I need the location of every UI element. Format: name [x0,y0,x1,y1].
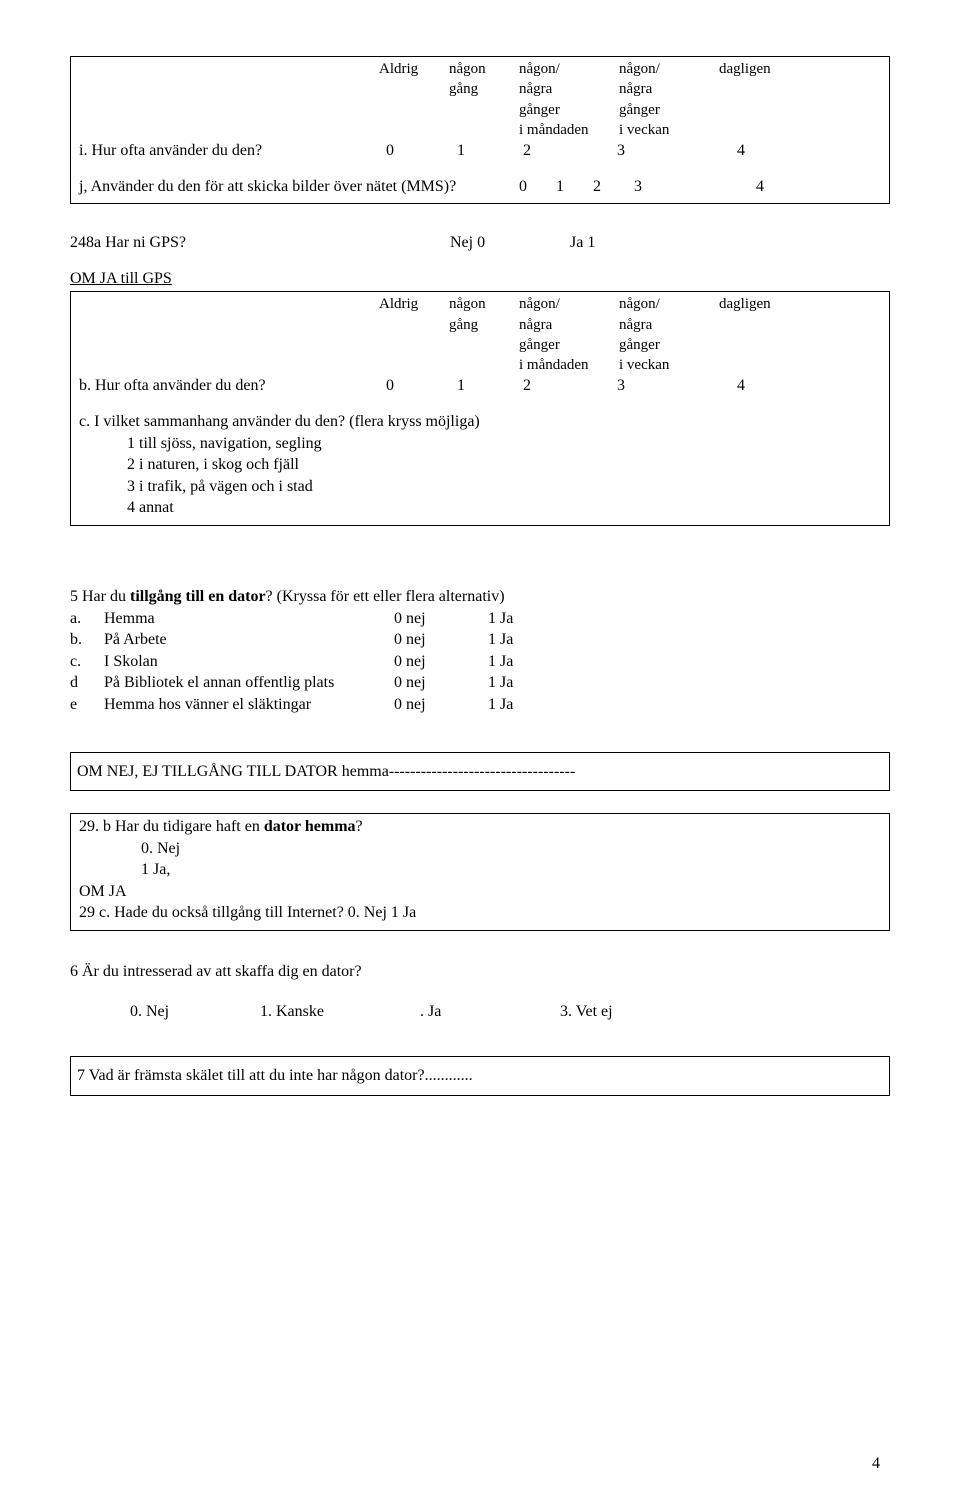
q5-nej[interactable]: 0 nej [394,629,488,651]
q6-text: 6 Är du intresserad av att skaffa dig en… [70,961,890,983]
q248a-text: 248a Har ni GPS? [70,232,450,254]
row-q-i: i. Hur ofta använder du den? 0 1 2 3 4 [79,140,881,162]
q5-label: På Arbete [104,629,394,651]
q6-o1[interactable]: 1. Kanske [260,1001,420,1023]
q5-row: c.I Skolan0 nej1 Ja [70,651,890,673]
q-b-4[interactable]: 4 [737,375,797,397]
q5-row: a.Hemma0 nej1 Ja [70,608,890,630]
om-nej-text: OM NEJ, EJ TILLGÅNG TILL DATOR hemma----… [77,763,575,780]
q5-nej[interactable]: 0 nej [394,694,488,716]
q5-ja[interactable]: 1 Ja [488,629,558,651]
scale-header-2: Aldrig någongång någon/någragångeri månd… [79,294,881,375]
q5-key: a. [70,608,104,630]
q29b-opt1[interactable]: 1 Ja, [79,859,881,881]
q5-row: b.På Arbete0 nej1 Ja [70,629,890,651]
q-c-opt2[interactable]: 2 i naturen, i skog och fjäll [79,454,881,476]
q5: 5 Har du tillgång till en dator? (Kryssa… [70,586,890,716]
q29b-opt0[interactable]: 0. Nej [79,838,881,860]
q-j-1[interactable]: 1 [556,176,593,198]
q248a-nej[interactable]: Nej 0 [450,232,570,254]
q5-ja[interactable]: 1 Ja [488,651,558,673]
q-b-text: b. Hur ofta använder du den? [79,375,386,397]
q-c-opt4[interactable]: 4 annat [79,497,881,519]
q-b-0[interactable]: 0 [386,375,457,397]
page-number: 4 [872,1453,880,1475]
q5-key: c. [70,651,104,673]
q5-label: I Skolan [104,651,394,673]
q-i-4[interactable]: 4 [737,140,797,162]
q5-key: e [70,694,104,716]
box-q29: 29. b Har du tidigare haft en dator hemm… [70,813,890,931]
q5-ja[interactable]: 1 Ja [488,672,558,694]
q5-label: Hemma hos vänner el släktingar [104,694,394,716]
q-i-0[interactable]: 0 [386,140,457,162]
q5-row: eHemma hos vänner el släktingar0 nej1 Ja [70,694,890,716]
q-i-3[interactable]: 3 [617,140,737,162]
q5-nej[interactable]: 0 nej [394,651,488,673]
box-om-nej: OM NEJ, EJ TILLGÅNG TILL DATOR hemma----… [70,752,890,792]
q5-key: b. [70,629,104,651]
box-q7: 7 Vad är främsta skälet till att du inte… [70,1056,890,1096]
q248a: 248a Har ni GPS? Nej 0 Ja 1 [70,232,890,254]
q-j-3[interactable]: 3 [634,176,756,198]
q-b-2[interactable]: 2 [523,375,617,397]
q248a-ja[interactable]: Ja 1 [570,232,650,254]
q29c: 29 c. Hade du också tillgång till Intern… [79,902,881,924]
q-i-2[interactable]: 2 [523,140,617,162]
q-j-0[interactable]: 0 [519,176,556,198]
hdr-dagligen: dagligen [719,61,771,77]
q5-label: Hemma [104,608,394,630]
box-gps: Aldrig någongång någon/någragångeri månd… [70,291,890,526]
q-c-opt3[interactable]: 3 i trafik, på vägen och i stad [79,476,881,498]
q6-o0[interactable]: 0. Nej [130,1001,260,1023]
om-ja-gps: OM JA till GPS [70,268,890,290]
q6-o2[interactable]: . Ja [420,1001,560,1023]
q6-o3[interactable]: 3. Vet ej [560,1001,680,1023]
q29-omja: OM JA [79,881,881,903]
q5-key: d [70,672,104,694]
q-c-text: c. I vilket sammanhang använder du den? … [79,411,881,433]
q5-row: dPå Bibliotek el annan offentlig plats0 … [70,672,890,694]
row-q-j: j, Använder du den för att skicka bilder… [79,176,881,198]
q29b: 29. b Har du tidigare haft en dator hemm… [79,816,881,838]
q5-label: På Bibliotek el annan offentlig plats [104,672,394,694]
scale-header-1: Aldrig någongång någon/någragångeri månd… [79,59,881,140]
q-j-2[interactable]: 2 [593,176,634,198]
q7-text: 7 Vad är främsta skälet till att du inte… [77,1067,473,1084]
q5-title: 5 Har du tillgång till en dator? (Kryssa… [70,586,890,608]
q-c-opt1[interactable]: 1 till sjöss, navigation, segling [79,433,881,455]
q-b-1[interactable]: 1 [457,375,523,397]
q-j-4[interactable]: 4 [756,176,776,198]
q5-nej[interactable]: 0 nej [394,672,488,694]
hdr-aldrig: Aldrig [379,61,418,77]
box-q-i-j: Aldrig någongång någon/någragångeri månd… [70,56,890,204]
q-j-text: j, Använder du den för att skicka bilder… [79,176,519,198]
q-i-text: i. Hur ofta använder du den? [79,140,386,162]
q5-ja[interactable]: 1 Ja [488,608,558,630]
q-i-1[interactable]: 1 [457,140,523,162]
q-b-3[interactable]: 3 [617,375,737,397]
q6: 6 Är du intresserad av att skaffa dig en… [70,961,890,1022]
q5-nej[interactable]: 0 nej [394,608,488,630]
q5-ja[interactable]: 1 Ja [488,694,558,716]
row-q-b: b. Hur ofta använder du den? 0 1 2 3 4 [79,375,881,397]
